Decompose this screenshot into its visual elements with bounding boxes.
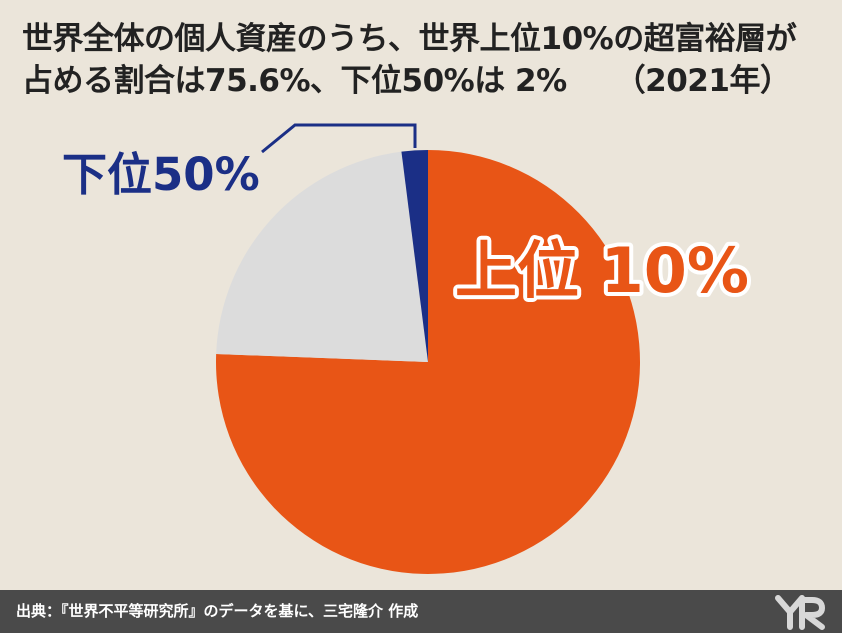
footer-bar: 出典：『世界不平等研究所』のデータを基に、三宅隆介 作成 — [0, 590, 842, 633]
brand-logo-icon — [775, 595, 825, 630]
title-line-2: 占める割合は75.6%、下位50%は 2% （2021年） — [22, 60, 822, 102]
pie-slices — [216, 150, 640, 575]
title-line-2-text: 占める割合は75.6%、下位50%は 2% — [22, 63, 567, 99]
pie-slice-0 — [216, 150, 640, 575]
pie-slice-2 — [401, 150, 428, 362]
chart-title: 世界全体の個人資産のうち、世界上位10%の超富裕層が 占める割合は75.6%、下… — [22, 18, 822, 102]
title-year: （2021年） — [614, 63, 791, 99]
slice-label-bottom50: 下位50% — [62, 148, 260, 201]
pie-slice-1 — [216, 151, 428, 362]
title-line-1: 世界全体の個人資産のうち、世界上位10%の超富裕層が — [22, 21, 797, 57]
slice-label-top10: 上位 10% — [455, 234, 749, 307]
label-leader-line — [261, 123, 417, 154]
source-note: 出典：『世界不平等研究所』のデータを基に、三宅隆介 作成 — [16, 602, 419, 620]
